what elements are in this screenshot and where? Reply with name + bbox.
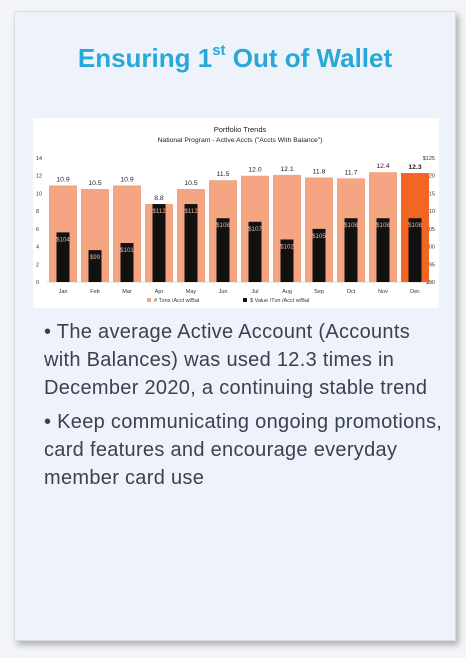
value-data-label: $107 [248,226,262,233]
y-right-tick-label: $90 [426,280,435,286]
y-left-tick-label: 2 [36,262,39,268]
value-data-label: $108 [408,222,422,229]
legend-swatch-value [243,298,247,302]
value-bar [88,250,102,282]
x-tick-label: Apr [155,289,164,295]
chart-svg: Portfolio Trends National Program - Acti… [36,125,435,304]
x-tick-label: Sep [314,289,324,295]
value-bar [312,228,326,282]
value-bar [408,218,422,282]
y-left-tick-label: 4 [36,245,39,251]
legend-label-txns: # Txns /Acct w/Bal [154,298,199,304]
value-bar [376,218,390,282]
txns-data-label: 8.8 [154,195,164,202]
bullet-item-1: • The average Active Account (Accounts w… [44,321,428,399]
txns-data-label: 12.4 [376,163,389,170]
value-data-label: $108 [376,222,390,229]
y-right-tick-label: $110 [423,209,435,215]
value-data-label: $105 [312,233,326,240]
bullet-list: • The average Active Account (Accounts w… [44,318,444,498]
x-tick-label: Aug [282,289,292,295]
slide-card: Ensuring 1st Out of Wallet Portfolio Tre… [14,11,456,641]
txns-data-label: 10.5 [184,180,197,187]
x-tick-label: May [186,289,197,295]
value-data-label: $112 [184,208,198,215]
y-left-tick-label: 10 [36,191,42,197]
value-bar [344,218,358,282]
x-tick-label: Feb [90,289,99,295]
slide-title: Ensuring 1st Out of Wallet [15,42,455,74]
y-left-tick-label: 8 [36,209,39,215]
value-data-label: $108 [344,222,358,229]
x-tick-label: Mar [122,289,132,295]
txns-data-label: 10.9 [56,176,69,183]
txns-data-label: 11.7 [345,169,358,176]
legend-swatch-txns [147,298,151,302]
value-data-label: $112 [152,208,166,215]
value-data-label: $104 [56,236,70,243]
x-tick-label: Jul [251,289,258,295]
value-bar [184,204,198,282]
y-right-tick-label: $115 [423,191,435,197]
y-right-tick-label: $125 [423,156,435,162]
x-tick-label: Oct [347,289,356,295]
y-left-tick-label: 0 [36,280,39,286]
value-bar [216,218,230,282]
value-data-label: $102 [280,243,294,250]
title-main: Ensuring 1 [77,43,213,73]
y-left-tick-label: 12 [36,174,42,180]
x-tick-label: Jun [219,289,228,295]
txns-data-label: 12.1 [280,166,293,173]
y-left-tick-label: 6 [36,227,39,233]
y-left-tick-label: 14 [36,156,42,162]
value-bar [152,204,166,282]
txns-data-label: 10.9 [120,176,133,183]
value-bar [120,243,134,282]
txns-data-label: 11.5 [217,171,230,178]
bullet-item-2: • Keep communicating ongoing promotions,… [44,411,443,489]
chart-subtitle: National Program - Active Accts ("Accts … [158,137,323,144]
txns-data-label: 11.8 [313,168,326,175]
x-tick-label: Dec [410,289,420,295]
txns-data-label: 12.0 [248,167,261,174]
value-bar [56,232,70,282]
x-tick-label: Nov [378,289,388,295]
value-bar [280,239,294,282]
y-right-tick-label: $95 [426,262,435,268]
txns-data-label: 12.3 [408,164,421,171]
value-data-label: $101 [120,247,134,254]
x-tick-label: Jan [59,289,68,295]
portfolio-trends-chart: Portfolio Trends National Program - Acti… [33,118,439,308]
value-bar [248,221,262,282]
chart-title: Portfolio Trends [214,125,267,134]
legend-label-value: $ Value /Txn /Acct w/Bal [250,298,309,304]
txns-data-label: 10.5 [88,180,101,187]
title-superscript: st [212,42,226,59]
value-data-label: $99 [90,254,101,261]
value-data-label: $108 [216,222,230,229]
title-rest: Out of Wallet [225,43,393,73]
